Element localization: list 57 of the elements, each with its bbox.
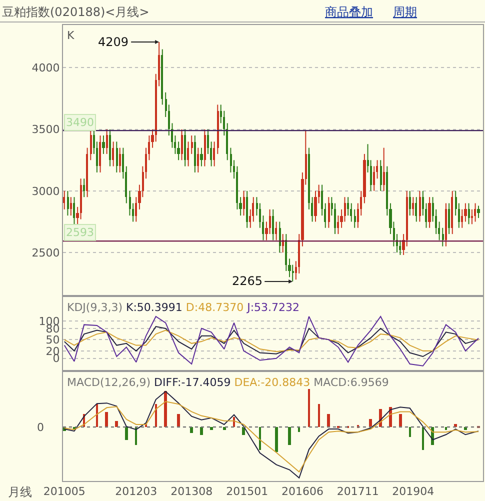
y-tick-label: 3500 xyxy=(32,123,60,136)
series-label: K:50.3991 xyxy=(126,301,182,314)
x-tick-label: 201904 xyxy=(392,485,434,498)
bar xyxy=(399,414,402,427)
chart-title: 豆粕指数(020188)<月线> xyxy=(2,5,150,19)
text: 商品叠加 xyxy=(325,5,373,19)
series-label: J:53.7232 xyxy=(246,301,300,314)
bar xyxy=(125,427,128,440)
line-series xyxy=(64,330,479,352)
x-tick-label: 201203 xyxy=(115,485,158,498)
y-tick-label: 50 xyxy=(46,334,60,347)
series-label: MACD:6.9569 xyxy=(314,376,389,389)
bar xyxy=(223,427,226,430)
bar xyxy=(259,427,261,450)
x-tick-label: 201005 xyxy=(43,485,86,498)
bar xyxy=(115,421,118,427)
ref-line-label: 3490 xyxy=(66,116,94,129)
bar xyxy=(164,391,167,427)
bar xyxy=(105,412,108,427)
bar xyxy=(422,427,424,450)
x-tick-label: 201711 xyxy=(336,485,379,498)
chart-title: MACD(12,26,9) xyxy=(67,376,151,389)
chart-subtitle: K xyxy=(67,29,75,42)
line-series xyxy=(64,326,479,358)
y-tick-label: 2500 xyxy=(32,246,60,260)
annotation: 2265 xyxy=(232,274,263,288)
bar xyxy=(318,404,320,427)
bar xyxy=(445,427,447,430)
bar xyxy=(409,427,411,437)
x-tick-label: 201308 xyxy=(170,485,213,498)
bar xyxy=(177,414,180,427)
text: 周期 xyxy=(393,5,417,19)
bar xyxy=(288,427,291,445)
bar xyxy=(200,427,203,435)
x-tick-label: 201606 xyxy=(281,485,324,498)
bar xyxy=(190,427,193,433)
x-tick-label: 201501 xyxy=(226,485,268,498)
bar xyxy=(155,404,157,427)
series-label: DIFF:-17.4059 xyxy=(154,376,231,389)
bar xyxy=(369,419,372,427)
bar xyxy=(242,427,245,435)
bar xyxy=(327,414,330,427)
text: D:48.7370 xyxy=(186,301,244,314)
bar xyxy=(96,404,98,427)
bar xyxy=(135,427,137,445)
bar xyxy=(308,389,310,427)
y-tick-label: 3000 xyxy=(32,184,60,198)
ref-line-label: 2593 xyxy=(66,226,94,239)
bar xyxy=(210,427,213,430)
bar xyxy=(298,427,300,432)
x-axis-title: 月线 xyxy=(8,485,32,499)
annotation: 4209 xyxy=(98,35,129,49)
bar xyxy=(275,427,278,452)
line-series xyxy=(64,316,479,366)
y-tick-label: 4000 xyxy=(32,62,60,75)
chart-title: KDJ(9,3,3) xyxy=(67,301,122,314)
text: DEA:-20.8843 xyxy=(234,376,310,389)
